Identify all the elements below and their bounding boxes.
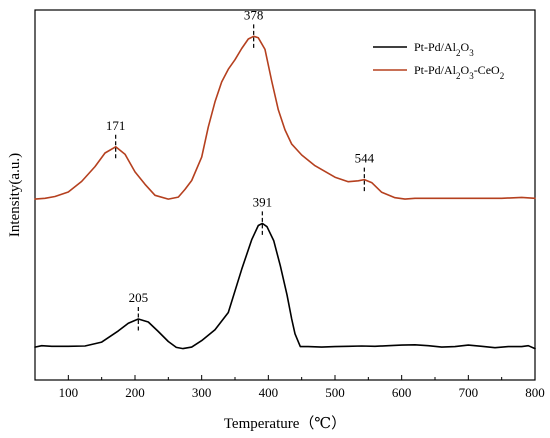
plot-area [34,9,536,381]
y-axis-title: Intensity(a.u.) [7,153,23,237]
peak-label: 391 [253,194,273,209]
peak-label: 205 [129,290,149,305]
peak-label: 378 [244,7,264,22]
x-tick-label: 400 [259,385,279,400]
x-tick-label: 500 [325,385,345,400]
x-tick-label: 600 [392,385,412,400]
x-axis: 100 200 300 400 500 600 700 800 [34,375,545,400]
peak-label: 171 [106,118,126,133]
peak-annotations: 205 391 171 378 544 [106,7,375,332]
legend-label-1: Pt-Pd/Al2O3-CeO2 [414,63,504,81]
x-tick-label: 300 [192,385,212,400]
x-tick-label: 100 [59,385,79,400]
series-line-1 [34,35,536,200]
x-tick-label: 700 [459,385,479,400]
x-tick-label: 800 [525,385,545,400]
legend: Pt-Pd/Al2O3 Pt-Pd/Al2O3-CeO2 [373,40,504,81]
x-axis-title: Temperature（℃） [224,415,346,432]
plot-frame [34,9,536,381]
x-tick-label: 200 [125,385,145,400]
series-layer [34,35,536,350]
series-line-0 [34,222,536,350]
peak-label: 544 [355,151,375,166]
legend-label-0: Pt-Pd/Al2O3 [414,40,474,58]
